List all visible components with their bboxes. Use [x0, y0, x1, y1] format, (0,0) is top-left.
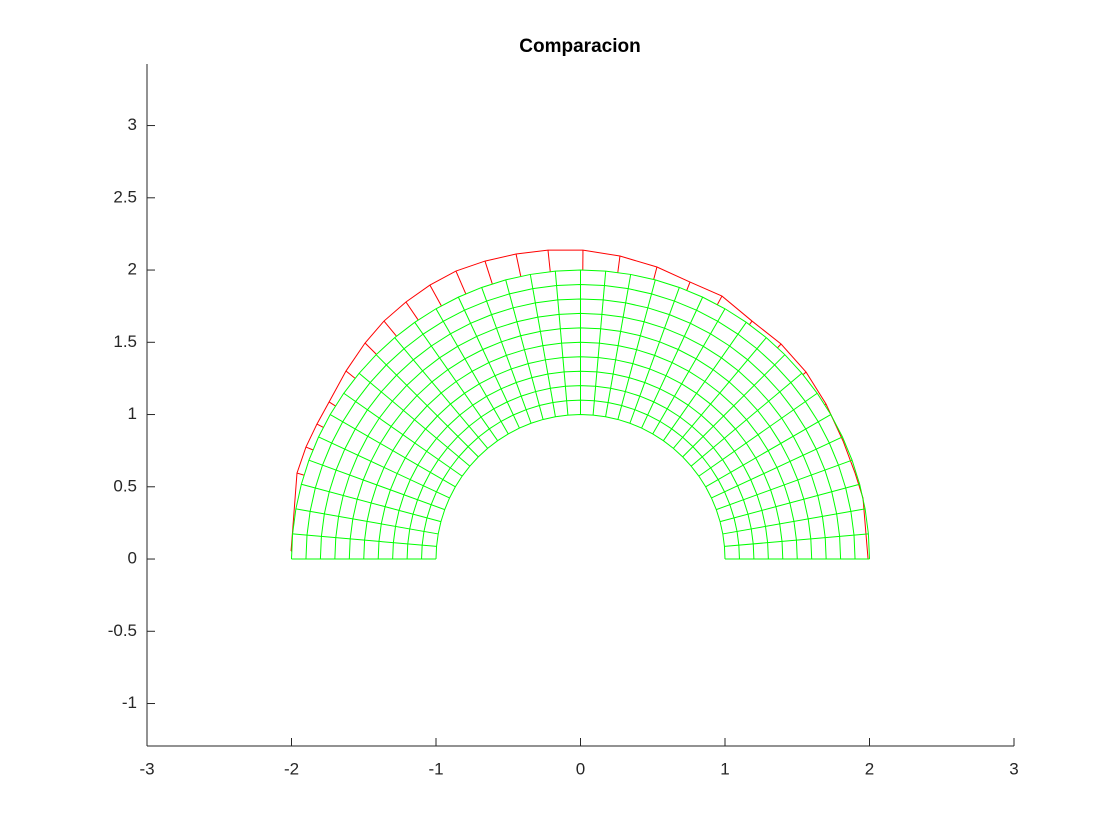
mesh-radial — [375, 354, 479, 458]
y-tick-label: 2 — [128, 260, 137, 279]
deformed-radial — [345, 370, 356, 379]
chart-title: Comparacion — [519, 36, 640, 57]
mesh-radial — [292, 533, 437, 547]
deformed-radial — [716, 295, 723, 305]
mesh-radial — [682, 354, 786, 458]
deformed-radial — [328, 401, 336, 407]
mesh-radial — [435, 308, 509, 435]
mesh-radial — [592, 271, 607, 416]
mesh-radial — [617, 279, 656, 420]
y-tick-label: -0.5 — [108, 621, 137, 640]
deformed-radial — [405, 301, 419, 321]
mesh-radial — [662, 322, 747, 441]
mesh-radial — [711, 436, 843, 499]
mesh-radial — [724, 533, 869, 547]
mesh-radial — [329, 414, 456, 488]
mesh-radial — [719, 483, 860, 523]
x-tick-label: -2 — [284, 759, 299, 778]
y-tick-label: -1 — [122, 693, 137, 712]
x-tick-label: 2 — [865, 759, 874, 778]
y-tick-label: 1.5 — [113, 332, 137, 351]
deformed-radial — [364, 342, 377, 355]
mesh-radial — [295, 508, 439, 535]
y-tick-label: 0 — [128, 549, 137, 568]
deformed-radial — [617, 255, 621, 273]
mesh-radial — [605, 274, 632, 417]
y-tick-label: 2.5 — [113, 187, 137, 206]
mesh-radial — [457, 296, 520, 429]
mesh-radial — [698, 392, 818, 477]
mesh-arc — [421, 399, 740, 560]
deformed-radial — [383, 320, 397, 337]
mesh-radial — [705, 414, 832, 488]
mesh-radial — [672, 337, 767, 449]
deformed-radial — [802, 371, 807, 375]
y-tick-label: 0.5 — [113, 476, 137, 495]
deformed-radial — [455, 270, 467, 294]
mesh-radial — [414, 322, 499, 441]
deformed-outline — [290, 249, 869, 560]
deformed-radial — [484, 260, 493, 284]
deformed-radial — [824, 403, 827, 406]
deformed-radial — [653, 266, 658, 280]
mesh-radial — [722, 508, 866, 535]
y-tick-label: 1 — [128, 404, 137, 423]
mesh-radial — [652, 308, 726, 435]
mesh-radial — [690, 372, 803, 467]
deformed-radial — [296, 472, 305, 476]
deformed-radial — [749, 320, 753, 325]
mesh-radial — [505, 279, 544, 420]
mesh-radial — [308, 459, 445, 511]
x-tick-label: -1 — [428, 759, 443, 778]
deformed-radial — [686, 281, 691, 291]
mesh-radial — [394, 337, 489, 449]
mesh-radial — [629, 287, 680, 424]
x-tick-label: 3 — [1009, 759, 1018, 778]
mesh-radial — [716, 459, 853, 511]
mesh-radial — [318, 436, 450, 499]
mesh-radial — [358, 372, 471, 467]
mesh-radial — [641, 296, 704, 429]
deformed-radial — [515, 253, 522, 277]
mesh-radial — [343, 392, 463, 477]
mesh-radial — [554, 271, 569, 416]
mesh-radial — [481, 287, 532, 424]
x-tick-label: 0 — [576, 759, 585, 778]
deformed-radial — [547, 250, 551, 272]
y-tick-label: 3 — [128, 115, 137, 134]
x-tick-label: -3 — [139, 759, 154, 778]
deformed-radial — [305, 446, 314, 451]
x-tick-label: 1 — [720, 759, 729, 778]
deformed-radial — [316, 423, 324, 428]
deformed-radial — [777, 343, 782, 349]
mesh-radial — [529, 274, 556, 417]
deformed-radial — [429, 284, 442, 307]
mesh-radial — [301, 483, 442, 523]
